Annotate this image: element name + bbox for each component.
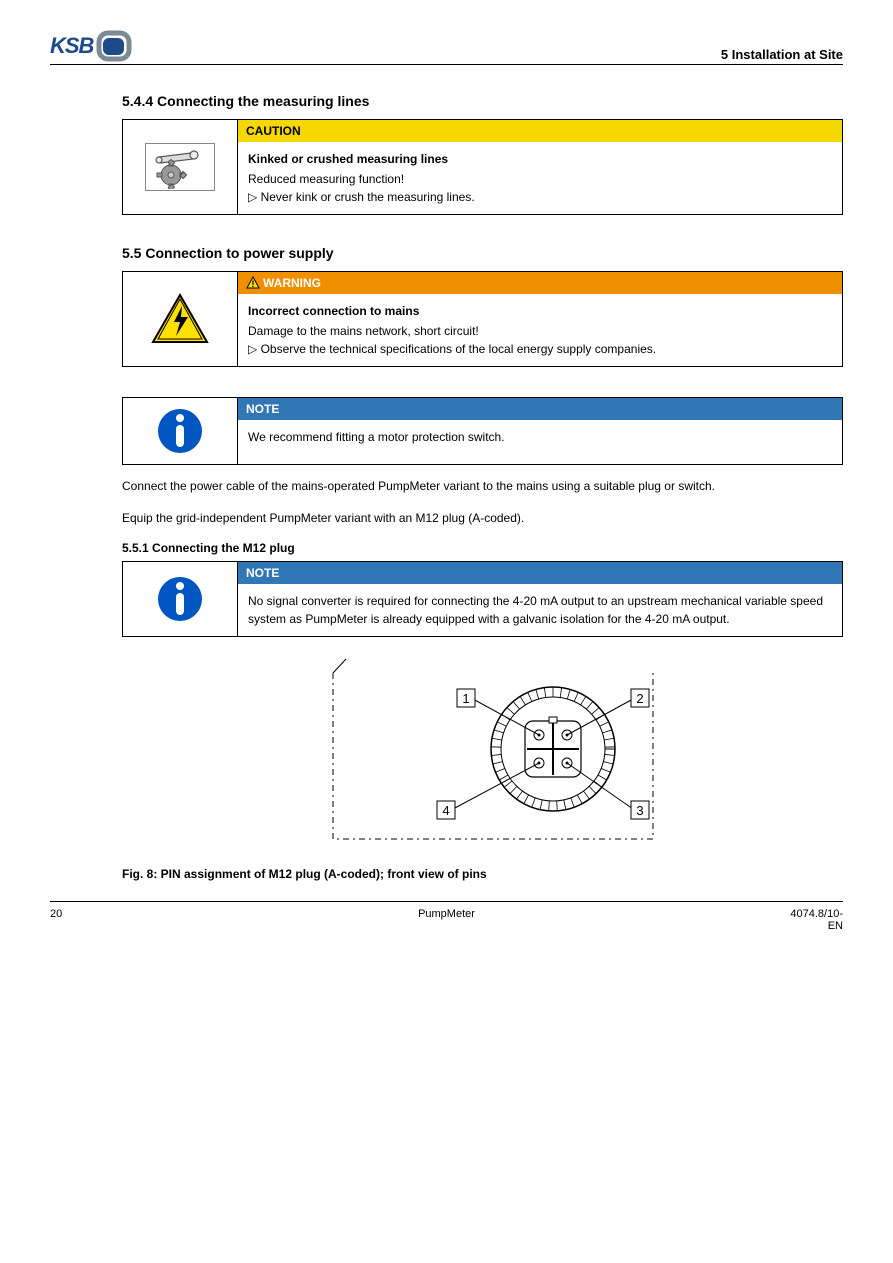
caution-bullet: ▷ Never kink or crush the measuring line… [248,188,832,206]
note-box-2: NOTE No signal converter is required for… [122,561,843,637]
subsection-5-5-1-title: 5.5.1 Connecting the M12 plug [122,541,843,555]
footer-page-number: 20 [50,908,110,932]
warning-banner: ! WARNING [238,272,842,294]
svg-text:!: ! [252,279,255,289]
figure-8: 1 2 3 4 [122,649,843,859]
caution-box: CAUTION Kinked or crushed measuring line… [122,119,843,215]
pin-2-label: 2 [636,691,643,706]
note-banner-2: NOTE [238,562,842,584]
caution-heading: Kinked or crushed measuring lines [248,150,832,168]
pin-3-label: 3 [636,803,643,818]
caution-icon-cell [123,120,238,214]
caution-banner: CAUTION [238,120,842,142]
note-icon-cell-1 [123,398,238,464]
pin-1-label: 1 [462,691,469,706]
caution-line1: Reduced measuring function! [248,170,832,188]
gear-wrench-icon [145,143,215,191]
warning-box: ! WARNING Incorrect connection to mains … [122,271,843,367]
warning-heading: Incorrect connection to mains [248,302,832,320]
logo-icon [95,30,133,62]
note-icon-cell-2 [123,562,238,636]
electric-hazard-icon [150,292,210,346]
warning-icon-cell [123,272,238,366]
logo-text: KSB [50,33,93,59]
note-body-1: We recommend fitting a motor protection … [238,420,842,454]
section-5-4-4-title: 5.4.4 Connecting the measuring lines [122,93,843,109]
page-footer: 20 PumpMeter 4074.8/10-EN [50,901,843,932]
warning-line1: Damage to the mains network, short circu… [248,322,832,340]
figure-8-caption: Fig. 8: PIN assignment of M12 plug (A-co… [122,867,843,881]
warning-bullet: ▷ Observe the technical specifications o… [248,340,832,358]
footer-center-text: PumpMeter [110,908,783,932]
header-section-title: 5 Installation at Site [721,47,843,62]
pin-4-label: 4 [442,803,449,818]
logo: KSB [50,30,133,62]
note-box-1: NOTE We recommend fitting a motor protec… [122,397,843,465]
info-icon [155,574,205,624]
page-header: KSB 5 Installation at Site [50,30,843,65]
paragraph-2: Equip the grid-independent PumpMeter var… [122,509,843,527]
section-5-5-title: 5.5 Connection to power supply [122,245,843,261]
paragraph-1: Connect the power cable of the mains-ope… [122,477,843,495]
footer-doc-id: 4074.8/10-EN [783,908,843,932]
note-banner-1: NOTE [238,398,842,420]
warning-banner-text: WARNING [263,276,321,290]
warning-triangle-icon: ! [246,276,260,289]
info-icon [155,406,205,456]
note-body-2: No signal converter is required for conn… [238,584,842,636]
m12-plug-diagram: 1 2 3 4 [273,649,693,859]
